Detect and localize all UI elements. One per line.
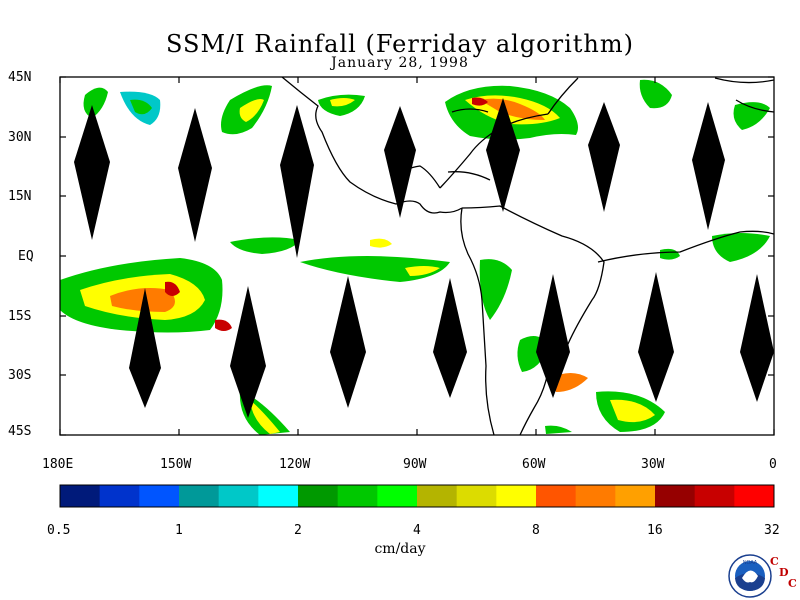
- rainfall-patches: [60, 79, 770, 435]
- lat-label-45n: 45N: [8, 70, 32, 85]
- colorbar-swatch: [496, 485, 537, 507]
- colorbar-label-16: 16: [647, 523, 663, 538]
- lat-label-15s: 15S: [8, 309, 32, 324]
- colorbar-swatch: [536, 485, 577, 507]
- lon-label-0: 0: [769, 457, 777, 472]
- colorbar-swatch: [456, 485, 497, 507]
- logo-agency-text: NOAA: [743, 560, 758, 566]
- lat-label-45s: 45S: [8, 424, 32, 439]
- map-title: SSM/I Rainfall (Ferriday algorithm): [165, 30, 635, 58]
- lon-label-120w: 120W: [279, 457, 311, 472]
- data-gap-diamonds: [74, 98, 774, 418]
- colorbar-label-8: 8: [532, 523, 540, 538]
- colorbar-units: cm/day: [374, 541, 426, 557]
- colorbar-swatch: [734, 485, 775, 507]
- cdc-letter-1: C: [770, 555, 779, 568]
- lat-label-30s: 30S: [8, 368, 32, 383]
- colorbar-swatch: [258, 485, 299, 507]
- colorbar-swatch: [575, 485, 616, 507]
- map-ticks: [59, 76, 775, 436]
- colorbar-label-4: 4: [413, 523, 421, 538]
- lon-label-30w: 30W: [641, 457, 665, 472]
- lon-label-150w: 150W: [160, 457, 192, 472]
- lon-label-90w: 90W: [403, 457, 427, 472]
- colorbar-label-1: 1: [175, 523, 183, 538]
- lon-label-180e: 180E: [42, 457, 74, 472]
- colorbar-label-0-5: 0.5: [47, 523, 71, 538]
- cdc-letter-2: D: [779, 566, 789, 579]
- lat-label-30n: 30N: [8, 130, 32, 145]
- colorbar-swatch: [139, 485, 180, 507]
- colorbar-swatch: [417, 485, 458, 507]
- colorbar-label-32: 32: [764, 523, 780, 538]
- lon-label-60w: 60W: [522, 457, 546, 472]
- colorbar-swatch: [655, 485, 696, 507]
- colorbar-swatch: [377, 485, 418, 507]
- noaa-logo-icon: NOAA: [728, 554, 772, 598]
- map-date: January 28, 1998: [331, 55, 469, 71]
- colorbar-swatch: [337, 485, 378, 507]
- colorbar-swatch: [694, 485, 735, 507]
- colorbar-swatch: [179, 485, 220, 507]
- colorbar-swatch: [615, 485, 656, 507]
- colorbar: [60, 485, 775, 507]
- coastlines: [281, 77, 774, 435]
- lat-label-eq: EQ: [18, 249, 34, 264]
- colorbar-label-2: 2: [294, 523, 302, 538]
- colorbar-swatch: [60, 485, 101, 507]
- cdc-letter-3: C: [788, 577, 797, 590]
- colorbar-swatch: [298, 485, 339, 507]
- colorbar-swatch: [99, 485, 140, 507]
- colorbar-swatch: [218, 485, 259, 507]
- lat-label-15n: 15N: [8, 189, 32, 204]
